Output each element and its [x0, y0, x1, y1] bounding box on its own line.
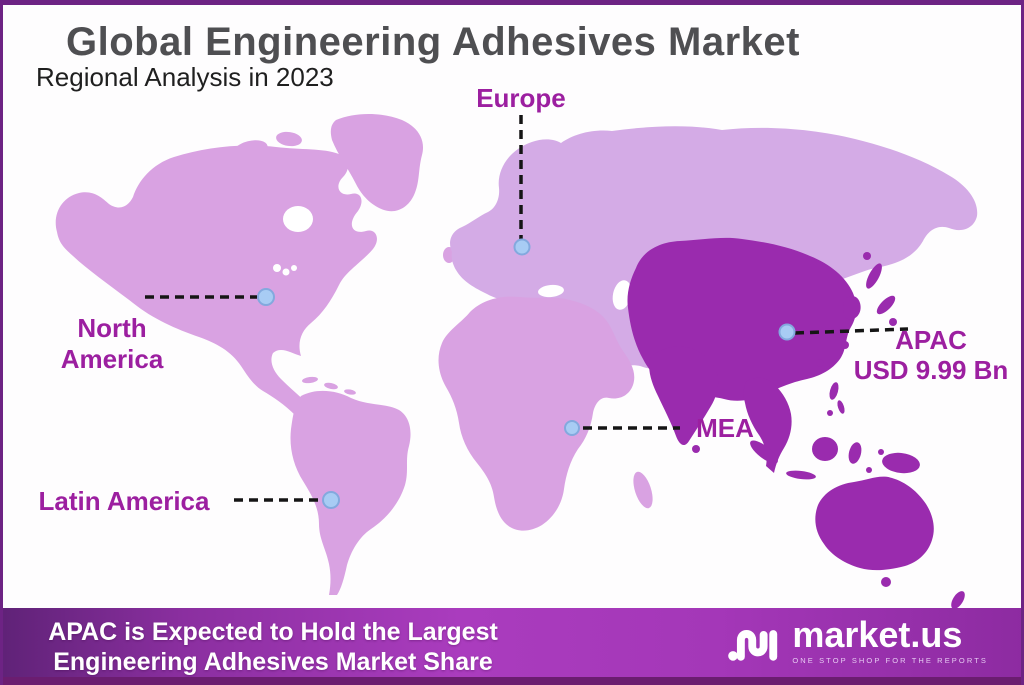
label-north-america: North America [22, 313, 202, 375]
apac-borneo [812, 437, 838, 461]
apac-taiwan [841, 341, 849, 349]
label-north-america-line2: America [60, 344, 164, 374]
apac-new-zealand [951, 591, 965, 609]
map-water-details [273, 206, 632, 310]
label-europe: Europe [476, 83, 566, 113]
connector-apac [794, 327, 909, 335]
frame-border-right [1021, 0, 1024, 685]
label-north-america-line1: North [77, 313, 147, 343]
banner-line2: Engineering Adhesives Market Share [53, 648, 493, 676]
logo-text-block: market.us ONE STOP SHOP FOR THE REPORTS [792, 614, 988, 666]
map-dark-regions-apac [627, 237, 980, 631]
marker-europe [513, 238, 531, 256]
apac-tasmania [881, 577, 891, 587]
frame-border-top [0, 0, 1024, 5]
great-lake [291, 265, 297, 271]
label-apac-name: APAC [895, 325, 967, 355]
label-apac-value: USD 9.99 Bn [853, 355, 1009, 385]
marker-apac [778, 323, 796, 341]
market-us-logo-icon [728, 630, 778, 661]
apac-philippines [829, 382, 839, 400]
caspian-sea [612, 280, 632, 310]
banner-text: APAC is Expected to Hold the Largest Eng… [38, 617, 508, 677]
madagascar [633, 471, 653, 509]
banner: APAC is Expected to Hold the Largest Eng… [0, 608, 1024, 685]
logo: market.us ONE STOP SHOP FOR THE REPORTS [726, 616, 988, 666]
iceland [393, 183, 415, 197]
label-mea: MEA [696, 413, 754, 443]
continent-africa [438, 296, 635, 531]
page-title: Global Engineering Adhesives Market [66, 20, 800, 64]
apac-korea [843, 295, 861, 320]
logo-tagline: ONE STOP SHOP FOR THE REPORTS [792, 656, 988, 665]
caribbean-island [324, 382, 338, 390]
arctic-island [276, 131, 302, 147]
apac-australia [815, 476, 934, 571]
label-latin-america: Latin America [38, 486, 210, 516]
hudson-bay [283, 206, 313, 232]
apac-island [866, 467, 872, 473]
marker-latin-america [322, 491, 340, 509]
apac-java [786, 470, 816, 480]
marker-mea [564, 420, 580, 436]
apac-philippines [837, 400, 845, 414]
logo-name: market.us [792, 614, 963, 655]
caribbean-island [302, 376, 318, 384]
marker-north-america [257, 288, 275, 306]
arctic-island [232, 140, 268, 160]
apac-india [649, 346, 719, 446]
great-lake [282, 268, 290, 276]
caribbean-island [344, 389, 356, 395]
apac-southeast-asia [743, 377, 792, 473]
page-subtitle: Regional Analysis in 2023 [36, 62, 334, 92]
apac-island [878, 449, 884, 455]
apac-new-guinea [882, 452, 920, 474]
apac-philippines [827, 410, 833, 416]
continent-south-america [290, 390, 411, 595]
apac-hainan [816, 359, 824, 367]
great-lake [273, 264, 281, 272]
black-sea [538, 284, 564, 298]
apac-japan [876, 295, 896, 315]
label-apac: APAC USD 9.99 Bn [826, 325, 1024, 385]
arctic-island [263, 163, 279, 175]
apac-sri-lanka [692, 445, 700, 453]
map-markers [257, 238, 796, 509]
apac-japan [889, 318, 897, 326]
apac-japan [866, 263, 882, 289]
arctic-island [303, 155, 323, 167]
banner-line1: APAC is Expected to Hold the Largest [48, 618, 498, 646]
banner-bottom-strip [0, 677, 1024, 685]
apac-japan [863, 252, 871, 260]
connector-lines [145, 115, 909, 502]
frame-border-left [0, 0, 3, 685]
apac-sulawesi [848, 442, 862, 464]
apac-sumatra [750, 440, 778, 464]
